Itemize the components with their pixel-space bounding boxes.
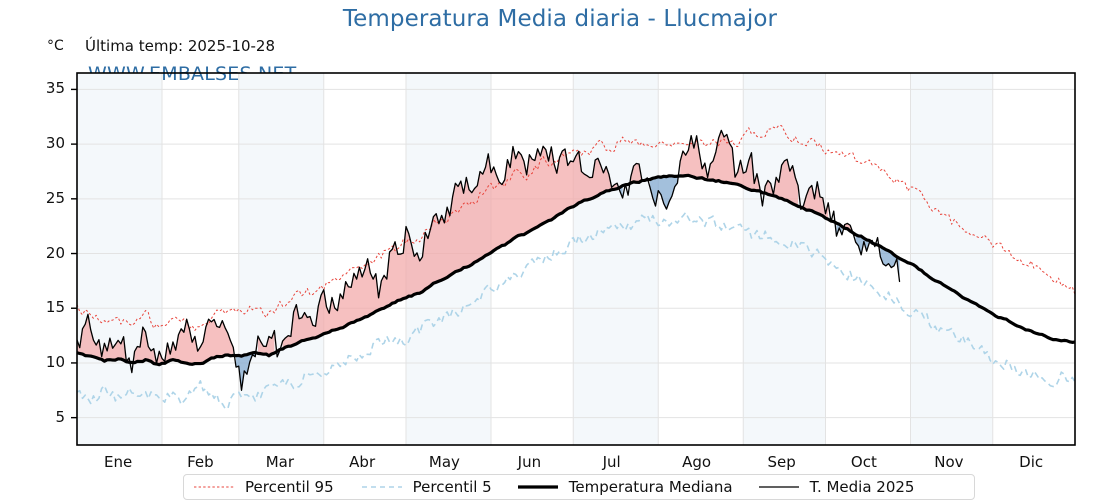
anomaly-fill-below-median <box>650 175 678 210</box>
y-tick-label: 5 <box>55 407 65 426</box>
month-band <box>573 73 659 445</box>
x-tick-label: Dic <box>1019 453 1044 471</box>
x-tick-label: Ago <box>682 453 712 471</box>
x-tick-label: Ene <box>104 453 133 471</box>
chart-legend: Percentil 95 Percentil 5 Temperatura Media… <box>183 474 975 500</box>
x-tick-label: Jun <box>517 453 542 471</box>
legend-label: Percentil 5 <box>412 478 492 496</box>
anomaly-fill-above-median <box>630 163 648 183</box>
y-tick-label: 30 <box>45 134 65 153</box>
y-tick-label: 10 <box>45 352 65 371</box>
month-band <box>77 73 162 445</box>
x-tick-label: Nov <box>934 453 964 471</box>
legend-item[interactable]: Percentil 95 <box>192 478 334 496</box>
legend-line-swatch <box>360 481 404 493</box>
y-axis-unit-label: °C <box>47 38 64 54</box>
legend-line-swatch <box>516 481 560 493</box>
x-tick-label: Abr <box>349 453 376 471</box>
series-percentil-95 <box>77 124 1075 331</box>
legend-label: Percentil 95 <box>245 478 334 496</box>
legend-item[interactable]: Temperatura Mediana <box>516 478 733 496</box>
x-tick-label: Sep <box>767 453 796 471</box>
legend-line-swatch <box>757 481 801 493</box>
y-tick-label: 25 <box>45 188 65 207</box>
month-shading-bands <box>77 73 993 445</box>
x-tick-label: Mar <box>265 453 295 471</box>
anomaly-fill-below-median <box>880 246 900 282</box>
series-percentil-5 <box>77 211 1075 410</box>
anomaly-fill-above-median <box>257 330 275 356</box>
anomaly-fill-above-median <box>282 146 618 350</box>
legend-line-swatch <box>192 481 236 493</box>
x-tick-label: Jul <box>602 453 621 471</box>
series-temperatura-mediana <box>77 173 1075 367</box>
legend-label: Temperatura Mediana <box>568 478 733 496</box>
x-tick-label: Oct <box>850 453 877 471</box>
plot-frame <box>76 72 1076 446</box>
legend-item[interactable]: Percentil 5 <box>360 478 492 496</box>
y-tick-label: 35 <box>45 79 65 98</box>
series-group <box>77 124 1075 410</box>
gridlines <box>77 73 1075 445</box>
month-band <box>238 73 324 445</box>
x-tick-label: Feb <box>187 453 214 471</box>
series-t-media-2025 <box>77 129 901 391</box>
axes <box>71 72 1076 446</box>
anomaly-fill-above-median <box>680 130 760 191</box>
y-tick-label: 20 <box>45 243 65 262</box>
month-band <box>910 73 993 445</box>
legend-label: T. Media 2025 <box>809 478 915 496</box>
x-tick-label: May <box>428 453 460 471</box>
last-temp-label: Última temp: 2025-10-28 <box>85 37 276 55</box>
month-band <box>743 73 826 445</box>
page-title: Temperatura Media diaria - Llucmajor <box>342 6 778 32</box>
legend-item[interactable]: T. Media 2025 <box>757 478 915 496</box>
y-tick-label: 15 <box>45 298 65 317</box>
